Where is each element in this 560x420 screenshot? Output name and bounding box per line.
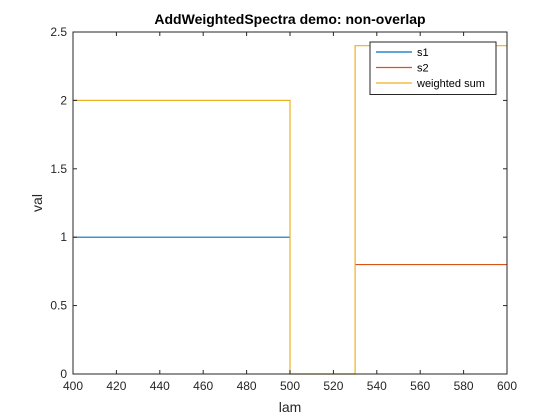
x-tick-label: 600 xyxy=(497,379,517,393)
legend-box xyxy=(369,41,497,95)
x-tick-label: 460 xyxy=(193,379,213,393)
x-tick-label: 540 xyxy=(367,379,387,393)
y-tick-label: 1 xyxy=(60,230,67,244)
y-axis-label: val xyxy=(29,194,45,212)
chart-title: AddWeightedSpectra demo: non-overlap xyxy=(154,11,425,27)
y-tick-label: 2 xyxy=(60,93,67,107)
y-tick-label: 1.5 xyxy=(50,162,67,176)
x-tick-label: 480 xyxy=(237,379,257,393)
x-axis-ticks: 400 420 440 460 480 500 520 540 560 580 600 xyxy=(63,32,517,393)
y-tick-label: 0 xyxy=(60,367,67,381)
x-tick-label: 560 xyxy=(410,379,430,393)
y-tick-label: 0.5 xyxy=(50,299,67,313)
x-tick-label: 580 xyxy=(454,379,474,393)
legend-entry-label: weighted sum xyxy=(416,78,485,90)
x-tick-label: 500 xyxy=(280,379,300,393)
legend: s1 s2 weighted sum xyxy=(369,41,497,95)
x-tick-label: 400 xyxy=(63,379,83,393)
legend-entry-label: s1 xyxy=(417,47,429,59)
x-axis-label: lam xyxy=(279,399,302,415)
x-tick-label: 520 xyxy=(323,379,343,393)
y-tick-label: 2.5 xyxy=(50,25,67,39)
x-tick-label: 420 xyxy=(106,379,126,393)
y-axis-ticks: 0 0.5 1 1.5 2 2.5 xyxy=(50,25,507,381)
legend-entry-label: s2 xyxy=(417,63,429,75)
x-tick-label: 440 xyxy=(150,379,170,393)
